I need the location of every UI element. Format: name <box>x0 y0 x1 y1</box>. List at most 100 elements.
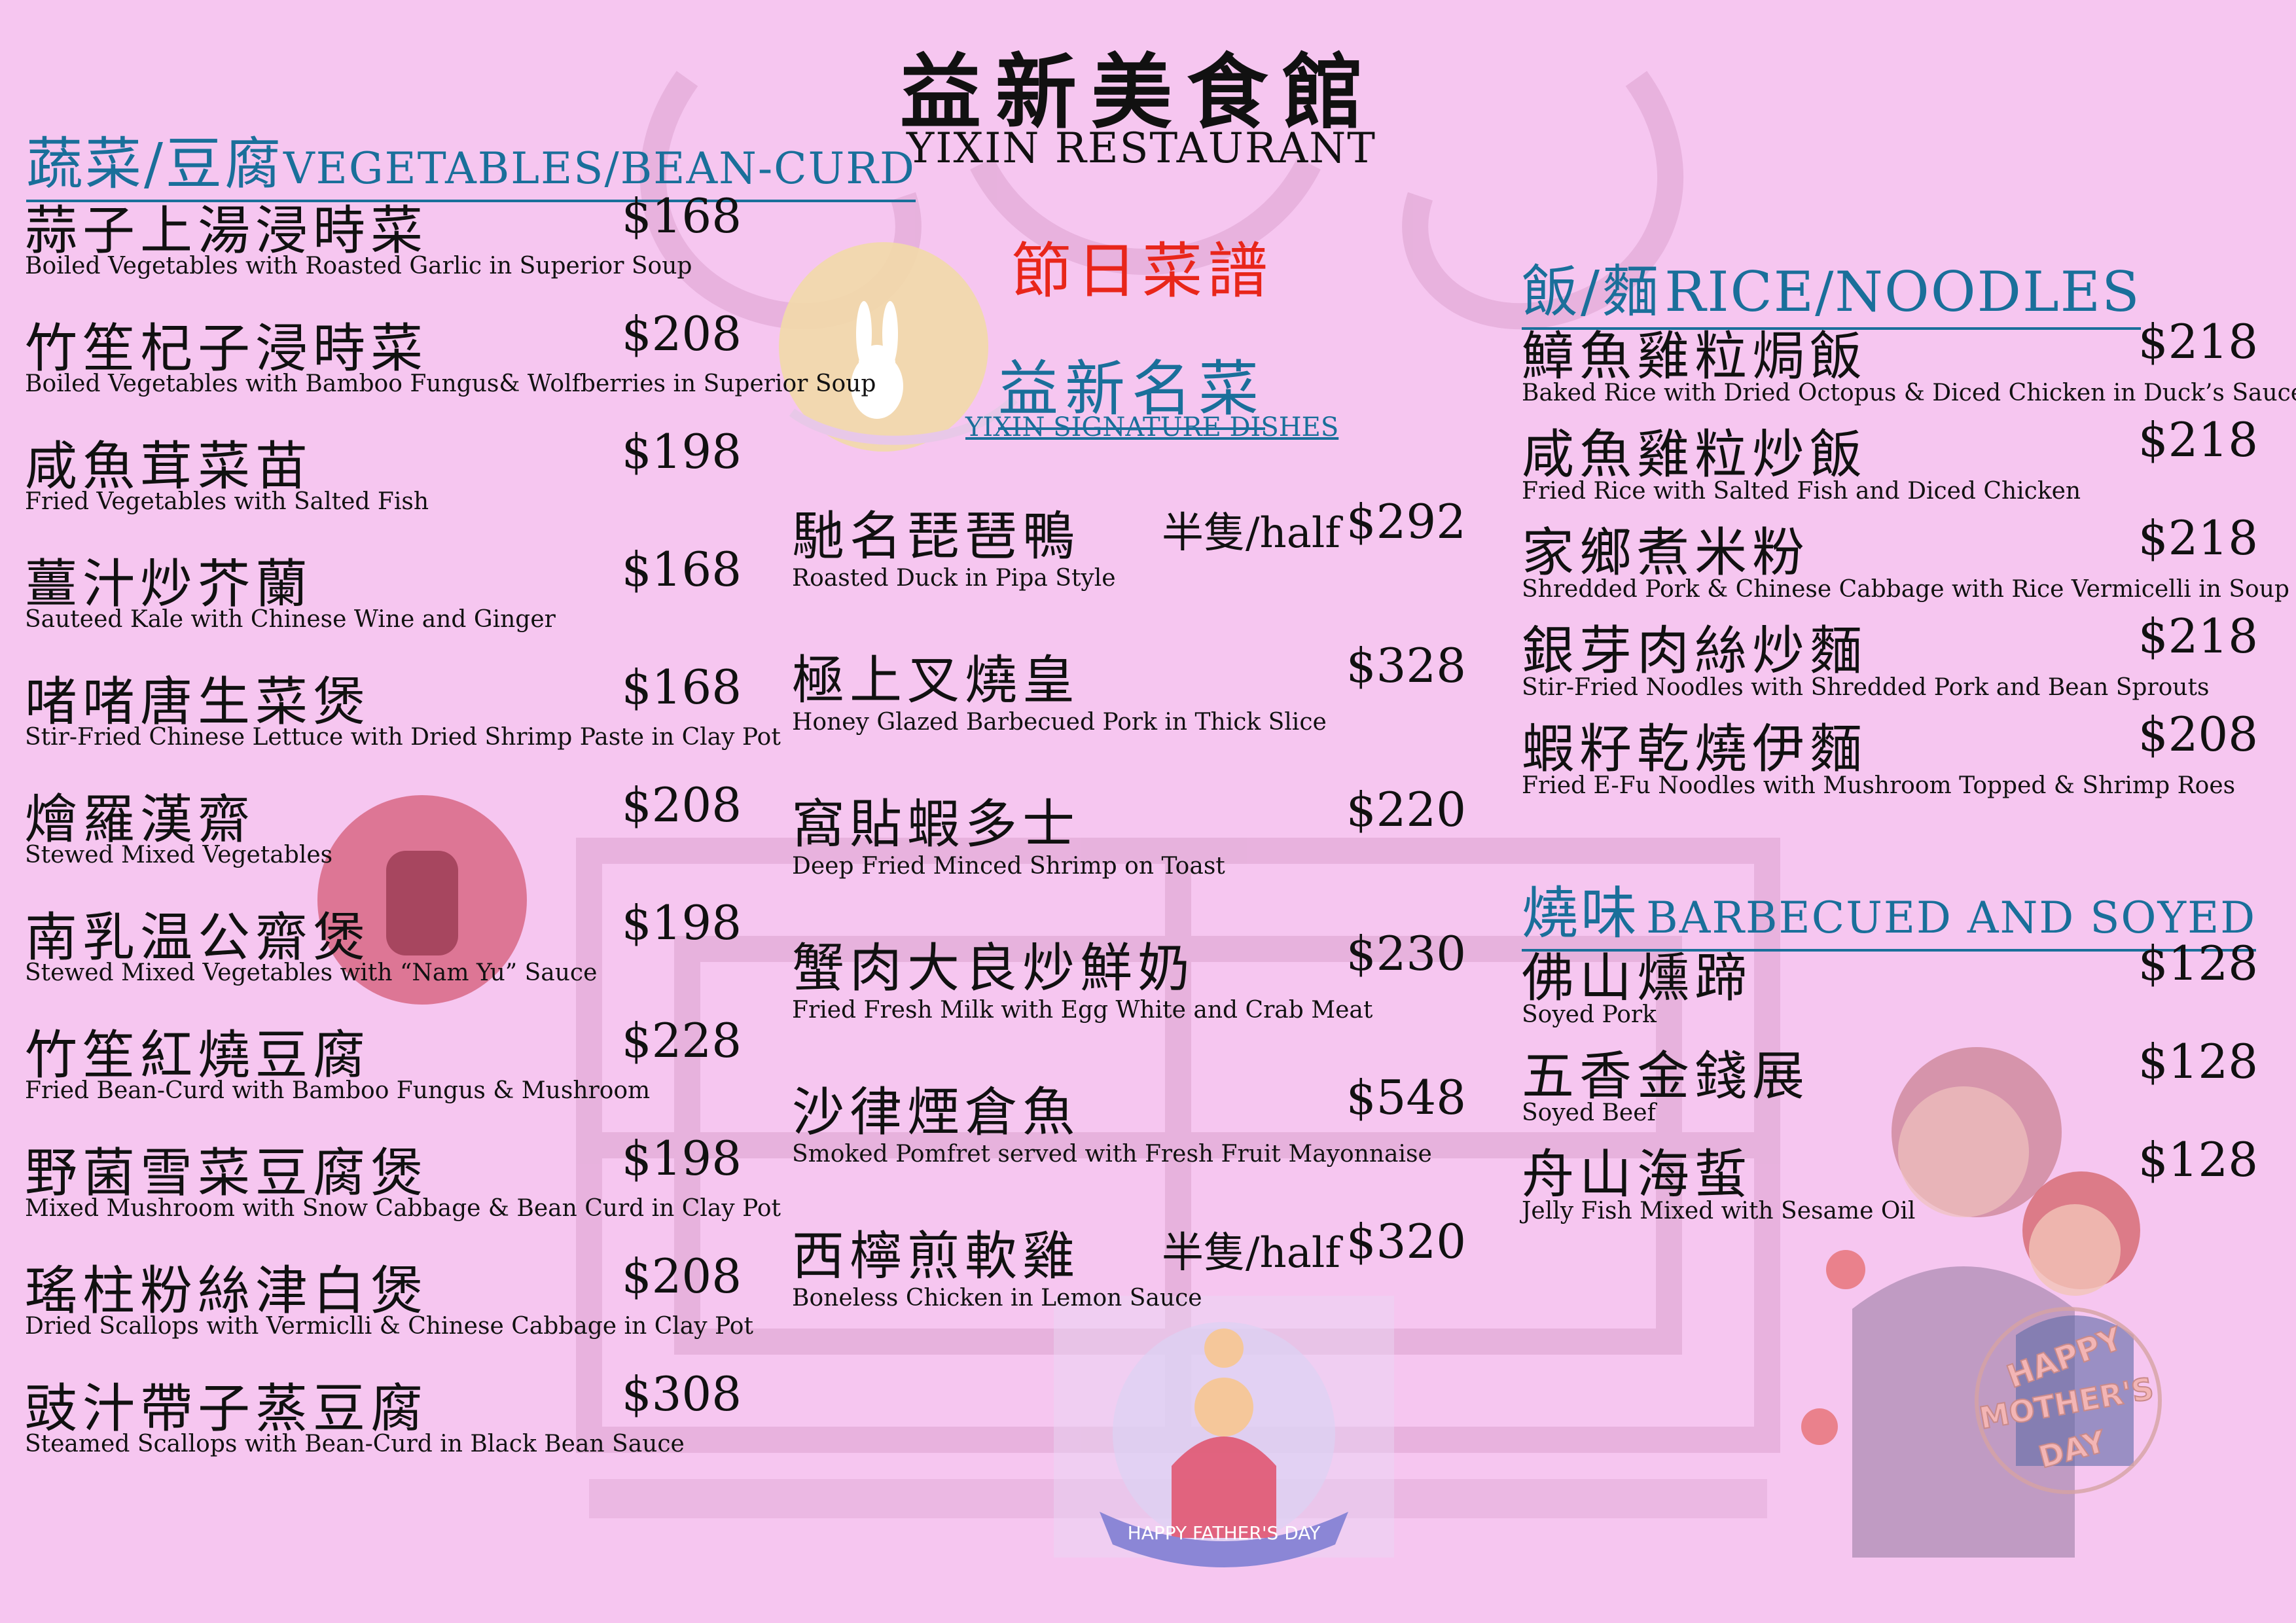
dish-price: $218 <box>2138 412 2258 467</box>
vegetables-title-en: VEGETABLES/BEAN-CURD <box>283 143 916 194</box>
menu-item: 野菌雪菜豆腐煲 $198 Mixed Mushroom with Snow Cabb… <box>25 1131 781 1228</box>
menu-item: 五香金錢展 $128 Soyed Beef <box>1522 1034 2258 1132</box>
dish-name-en: Stewed Mixed Vegetables with “Nam Yu” Sa… <box>25 959 598 986</box>
dish-name-zh: 極上叉燒皇 <box>792 650 1080 711</box>
dish-name-en: Stir-Fried Chinese Lettuce with Dried Sh… <box>25 724 781 751</box>
dish-name-en: Soyed Beef <box>1522 1099 1656 1126</box>
dish-price: $548 <box>1346 1070 1466 1125</box>
dish-name-zh: 燴羅漢齋 <box>25 789 255 850</box>
menu-item: 咸魚茸菜苗 $198 Fried Vegetables with Salted Fi… <box>25 424 742 521</box>
dish-name-zh: 竹笙紅燒豆腐 <box>25 1025 370 1086</box>
bbq-title-en: BARBECUED AND SOYED <box>1646 893 2257 943</box>
signature-title-en: YIXIN SIGNATURE DISHES <box>965 412 1339 442</box>
mothers-day-line2: MOTHER'S <box>1977 1370 2156 1436</box>
festive-menu-title: 節日菜譜 <box>1011 236 1274 306</box>
dish-price: $308 <box>621 1366 742 1421</box>
dish-name-zh: 竹笙杞子浸時菜 <box>25 318 428 379</box>
dish-price: $218 <box>2138 510 2258 565</box>
dish-price: $292 <box>1346 494 1466 549</box>
mothers-day-line1: HAPPY <box>2002 1320 2128 1395</box>
menu-item: 沙律煙倉魚 $548 Smoked Pomfret served with Fres… <box>792 1070 1466 1173</box>
dish-price: $208 <box>621 1249 742 1304</box>
dish-name-en: Dried Scallops with Vermiclli & Chinese … <box>25 1313 753 1340</box>
dish-price: $168 <box>621 542 742 597</box>
restaurant-name-zh: 益新美食館 <box>900 45 1378 140</box>
rice-title-en: RICE/NOODLES <box>1664 260 2141 324</box>
restaurant-name-en: YIXIN RESTAURANT <box>906 124 1376 173</box>
bbq-section-title: 燒味 BARBECUED AND SOYED <box>1522 867 2257 952</box>
dish-name-zh: 馳名琵琶鴨 <box>792 506 1080 567</box>
dish-price: $128 <box>2138 1034 2258 1089</box>
dish-price: $208 <box>621 777 742 832</box>
dish-name-zh: 蝦籽乾燒伊麵 <box>1522 719 1867 779</box>
dish-price: $198 <box>621 895 742 950</box>
dish-name-en: Deep Fried Minced Shrimp on Toast <box>792 853 1225 880</box>
dish-price: $328 <box>1346 638 1466 693</box>
dish-name-en: Boiled Vegetables with Roasted Garlic in… <box>25 253 692 279</box>
dish-price: $208 <box>2138 707 2258 762</box>
menu-item: 鱆魚雞粒焗飯 $218 Baked Rice with Dried Octopus … <box>1522 314 2296 412</box>
dish-name-en: Fried E-Fu Noodles with Mushroom Topped … <box>1522 772 2236 799</box>
menu-item: 豉汁帶子蒸豆腐 $308 Steamed Scallops with Bean-Cu… <box>25 1366 742 1463</box>
dish-name-zh: 南乳温公齋煲 <box>25 907 370 968</box>
half-portion-label: 半隻/half <box>1162 509 1341 558</box>
dish-name-en: Fried Bean-Curd with Bamboo Fungus & Mus… <box>25 1077 651 1104</box>
dish-name-zh: 瑤柱粉絲津白煲 <box>25 1260 428 1321</box>
menu-item: 舟山海蜇 $128 Jelly Fish Mixed with Sesame Oil <box>1522 1132 2258 1230</box>
menu-item: 蟹肉大良炒鮮奶 $230 Fried Fresh Milk with Egg Whi… <box>792 926 1466 1029</box>
dish-name-zh: 蒜子上湯浸時菜 <box>25 200 428 261</box>
dish-name-zh: 家鄉煮米粉 <box>1522 522 1810 583</box>
dish-name-en: Roasted Duck in Pipa Style <box>792 565 1116 592</box>
vegetables-title-zh: 蔬菜/豆腐 <box>26 132 283 197</box>
dish-name-en: Honey Glazed Barbecued Pork in Thick Sli… <box>792 709 1327 736</box>
dish-name-en: Stewed Mixed Vegetables <box>25 842 333 868</box>
dish-price: $168 <box>621 188 742 243</box>
dish-name-zh: 窩貼蝦多士 <box>792 794 1080 855</box>
menu-item: 南乳温公齋煲 $198 Stewed Mixed Vegetables with “… <box>25 895 742 992</box>
dish-name-zh: 西檸煎軟雞 <box>792 1226 1080 1287</box>
menu-item: 蒜子上湯浸時菜 $168 Boiled Vegetables with Roaste… <box>25 188 742 285</box>
dish-name-en: Jelly Fish Mixed with Sesame Oil <box>1522 1198 1916 1224</box>
dish-price: $198 <box>621 1131 742 1186</box>
dish-price: $218 <box>2138 314 2258 369</box>
dish-name-zh: 銀芽肉絲炒麵 <box>1522 620 1867 681</box>
dish-name-zh: 沙律煙倉魚 <box>792 1082 1080 1143</box>
menu-item: 瑤柱粉絲津白煲 $208 Dried Scallops with Vermiclli… <box>25 1249 753 1346</box>
dish-name-zh: 蟹肉大良炒鮮奶 <box>792 938 1195 999</box>
rice-section-title: 飯/麵 RICE/NOODLES <box>1522 245 2141 330</box>
dish-name-en: Sauteed Kale with Chinese Wine and Ginge… <box>25 606 556 633</box>
menu-item: 啫啫唐生菜煲 $168 Stir-Fried Chinese Lettuce wit… <box>25 660 781 757</box>
dish-name-en: Fried Rice with Salted Fish and Diced Ch… <box>1522 478 2081 505</box>
dish-name-en: Baked Rice with Dried Octopus & Diced Ch… <box>1522 380 2296 406</box>
dish-name-en: Soyed Pork <box>1522 1001 1657 1028</box>
dish-name-zh: 啫啫唐生菜煲 <box>25 671 370 732</box>
vegetables-section-title: 蔬菜/豆腐VEGETABLES/BEAN-CURD <box>26 118 916 202</box>
menu-item: 蝦籽乾燒伊麵 $208 Fried E-Fu Noodles with Mushro… <box>1522 707 2258 805</box>
menu-item: 西檸煎軟雞 半隻/half $320 Boneless Chicken in Lemo… <box>792 1214 1466 1317</box>
dish-name-en: Boneless Chicken in Lemon Sauce <box>792 1285 1202 1311</box>
menu-item: 馳名琵琶鴨 半隻/half $292 Roasted Duck in Pipa Sty… <box>792 494 1466 597</box>
dish-price: $228 <box>621 1013 742 1068</box>
menu-item: 薑汁炒芥蘭 $168 Sauteed Kale with Chinese Wine … <box>25 542 742 639</box>
fathers-day-text: HAPPY FATHER'S DAY <box>1128 1522 1321 1544</box>
half-portion-label: 半隻/half <box>1162 1229 1341 1277</box>
dish-name-en: Smoked Pomfret served with Fresh Fruit M… <box>792 1141 1432 1168</box>
dish-name-en: Steamed Scallops with Bean-Curd in Black… <box>25 1431 685 1457</box>
dish-name-en: Fried Vegetables with Salted Fish <box>25 488 429 515</box>
dish-price: $220 <box>1346 782 1466 837</box>
dish-price: $198 <box>621 424 742 479</box>
dish-price: $208 <box>621 306 742 361</box>
dish-name-zh: 咸魚茸菜苗 <box>25 436 313 497</box>
menu-item: 窩貼蝦多士 $220 Deep Fried Minced Shrimp on Toa… <box>792 782 1466 885</box>
dish-name-zh: 咸魚雞粒炒飯 <box>1522 424 1867 485</box>
dish-name-zh: 舟山海蜇 <box>1522 1144 1752 1205</box>
menu-item: 家鄉煮米粉 $218 Shredded Pork & Chinese Cabbage… <box>1522 510 2289 609</box>
dish-price: $128 <box>2138 936 2258 991</box>
dish-name-zh: 五香金錢展 <box>1522 1046 1810 1107</box>
dish-price: $168 <box>621 660 742 715</box>
rice-title-zh: 飯/麵 <box>1522 259 1661 325</box>
dish-name-zh: 野菌雪菜豆腐煲 <box>25 1143 428 1204</box>
menu-item: 佛山燻蹄 $128 Soyed Pork <box>1522 936 2258 1034</box>
menu-item: 竹笙杞子浸時菜 $208 Boiled Vegetables with Bamboo… <box>25 306 876 403</box>
dish-name-en: Boiled Vegetables with Bamboo Fungus& Wo… <box>25 370 876 397</box>
